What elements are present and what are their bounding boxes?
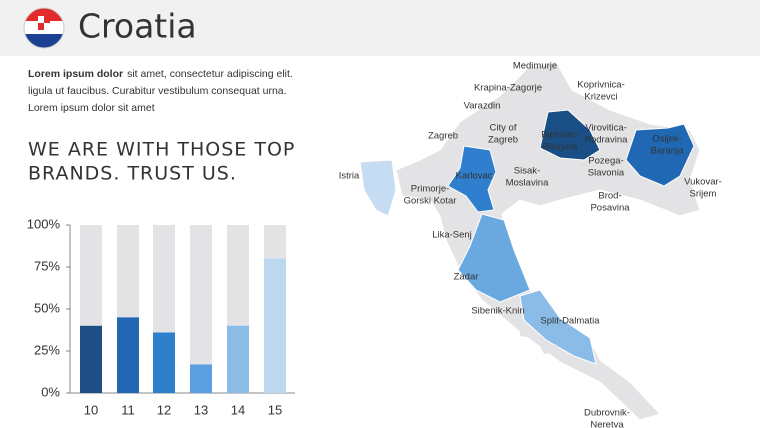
island xyxy=(520,330,560,354)
region-label: Zagreb xyxy=(428,131,458,142)
y-tick-label: 0% xyxy=(41,384,60,399)
x-tick-label: 10 xyxy=(84,402,98,417)
region-shape xyxy=(519,289,597,365)
bar xyxy=(227,325,249,393)
region-shape xyxy=(625,123,695,187)
bar xyxy=(264,258,286,393)
region-label: Slavonia xyxy=(588,168,625,179)
region-label: Istria xyxy=(339,171,360,182)
region-label: Koprivnica- xyxy=(577,80,625,91)
region-label: Vukovar- xyxy=(684,177,722,188)
intro-bold: Lorem ipsum dolor xyxy=(28,68,123,80)
region-label: Krizevci xyxy=(584,92,617,103)
region-shape xyxy=(447,145,497,213)
x-tick-label: 11 xyxy=(121,402,135,417)
intro-line: Lorem ipsum dolor sit amet xyxy=(28,102,155,114)
region-label: City of xyxy=(490,123,517,134)
region-label: Dubrovnik- xyxy=(584,408,630,419)
bar xyxy=(80,325,102,393)
region-shape xyxy=(539,109,601,161)
region-label: Sisak- xyxy=(514,166,540,177)
y-tick-label: 75% xyxy=(34,258,60,273)
region-label: Karlovac xyxy=(456,171,493,182)
bar xyxy=(153,332,175,393)
region-label: Primorje- xyxy=(411,184,450,195)
region-shape xyxy=(457,213,531,303)
bar xyxy=(190,364,212,393)
y-tick-label: 100% xyxy=(27,216,61,231)
region-label: Neretva xyxy=(590,420,624,428)
region-label: Moslavina xyxy=(506,178,549,189)
region-label: Podravina xyxy=(585,135,628,146)
heading: BRANDS. TRUST US. xyxy=(28,163,237,185)
region-label: Bjelovar- xyxy=(541,130,579,141)
region-label: Zadar xyxy=(454,272,479,283)
region-label: Posavina xyxy=(590,203,630,214)
region-label: Krapina-Zagorje xyxy=(474,83,542,94)
y-tick-label: 50% xyxy=(34,300,60,315)
x-tick-label: 13 xyxy=(194,402,208,417)
region-shape xyxy=(359,159,397,217)
x-tick-label: 15 xyxy=(268,402,282,417)
region-label: Baranja xyxy=(651,146,684,157)
region-label: Sibenik-Knin xyxy=(471,306,524,317)
intro-line: ligula ut faucibus. Curabitur vestibulum… xyxy=(28,85,287,97)
region-label: Srijem xyxy=(690,189,717,200)
heading: WE ARE WITH THOSE TOP xyxy=(28,139,295,161)
region-label: Medimurje xyxy=(513,61,557,72)
region-label: Osijek- xyxy=(652,134,682,145)
region-label: Bilogora xyxy=(543,142,579,153)
intro-line: Lorem ipsum dolor sit amet, consectetur a… xyxy=(28,68,293,80)
region-label: Pozega- xyxy=(588,156,623,167)
region-label: Brod- xyxy=(598,191,621,202)
region-label: Virovitica- xyxy=(585,123,627,134)
page-title: Croatia xyxy=(78,7,197,46)
y-tick-label: 25% xyxy=(34,342,60,357)
bar xyxy=(117,317,139,393)
region-label: Gorski Kotar xyxy=(404,196,457,207)
region-label: Lika-Senj xyxy=(432,230,472,241)
flag xyxy=(23,7,65,49)
map xyxy=(359,61,701,421)
region-label: Split-Dalmatia xyxy=(540,316,600,327)
bar-track xyxy=(190,225,212,393)
x-tick-label: 12 xyxy=(157,402,171,417)
region-label: Varazdin xyxy=(464,101,501,112)
region-label: Zagreb xyxy=(488,135,518,146)
intro-text: sit amet, consectetur adipiscing elit. xyxy=(127,68,293,80)
header-band xyxy=(0,0,760,56)
x-tick-label: 14 xyxy=(231,402,245,417)
